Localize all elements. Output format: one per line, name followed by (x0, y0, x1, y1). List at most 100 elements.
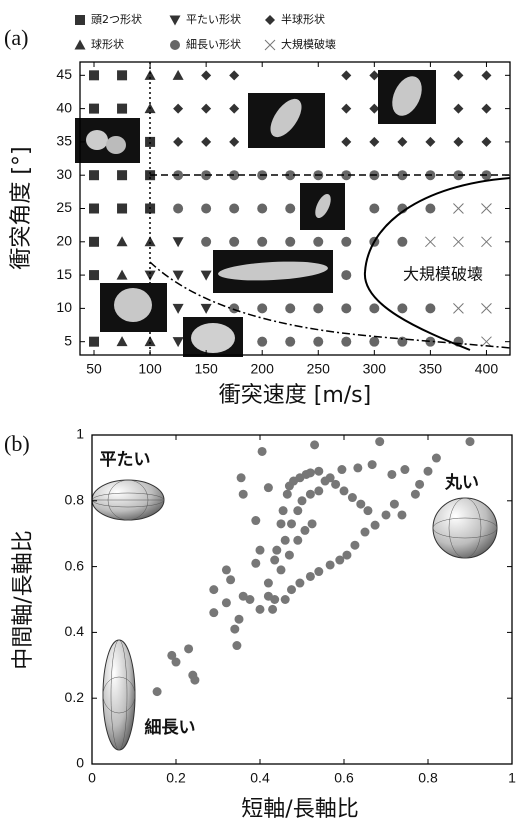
data-point (281, 536, 290, 545)
data-point (257, 237, 267, 247)
data-point (353, 463, 362, 472)
data-point (256, 605, 265, 614)
data-point (287, 585, 296, 594)
data-point (425, 204, 435, 214)
y-tick-label: 30 (56, 166, 72, 182)
data-point (89, 70, 99, 80)
data-point (264, 483, 273, 492)
data-point (201, 237, 211, 247)
data-point (341, 237, 351, 247)
data-point (117, 70, 127, 80)
data-point (390, 500, 399, 509)
data-point (425, 303, 435, 313)
data-point (285, 303, 295, 313)
data-point (251, 516, 260, 525)
x-tick-label: 0.8 (418, 770, 438, 786)
data-point (222, 598, 231, 607)
data-point (184, 644, 193, 653)
data-point (361, 528, 370, 537)
data-point (229, 204, 239, 214)
data-point (466, 437, 475, 446)
data-point (331, 480, 340, 489)
data-point (89, 270, 99, 280)
data-point (415, 480, 424, 489)
y-tick-label: 1 (76, 426, 84, 442)
data-point (314, 467, 323, 476)
legend-label: 半球形状 (281, 12, 325, 26)
data-point (153, 687, 162, 696)
y-tick-label: 0.4 (65, 623, 85, 639)
x-tick-label: 300 (363, 361, 387, 377)
data-point (89, 337, 99, 347)
data-point (287, 519, 296, 528)
data-point (387, 470, 396, 479)
data-point (117, 204, 127, 214)
x-tick-label: 400 (475, 361, 499, 377)
data-point (314, 567, 323, 576)
annotation: 大規模破壊 (403, 265, 483, 284)
figure: (a) 衝突角度 [°] 衝突速度 [m/s] 大規模破壊 (b) 中間軸/長軸… (0, 0, 516, 837)
legend-label: 球形状 (91, 37, 124, 51)
data-point (293, 536, 302, 545)
data-point (341, 337, 351, 347)
data-point (382, 510, 391, 519)
data-point (279, 506, 288, 515)
data-point (264, 592, 273, 601)
data-point (277, 565, 286, 574)
data-point (245, 595, 254, 604)
data-point (348, 493, 357, 502)
data-point (285, 204, 295, 214)
data-point (306, 490, 315, 499)
panel-label: (a) (4, 25, 28, 50)
data-point (313, 303, 323, 313)
round-ellipsoid (433, 498, 497, 558)
data-point (306, 468, 315, 477)
data-point (371, 521, 380, 530)
x-tick-label: 200 (251, 361, 275, 377)
data-point (257, 337, 267, 347)
data-point (397, 510, 406, 519)
y-tick-label: 45 (56, 66, 72, 82)
legend-label: 頭2つ形状 (91, 12, 142, 26)
data-point (341, 270, 351, 280)
data-point (432, 454, 441, 463)
data-point (400, 465, 409, 474)
data-point (258, 447, 267, 456)
annotation: 平たい (100, 450, 151, 470)
data-point (313, 237, 323, 247)
data-point (369, 204, 379, 214)
legend-marker (170, 40, 180, 50)
long-ellipsoid (103, 640, 135, 750)
data-point (321, 477, 330, 486)
data-point (226, 575, 235, 584)
y-tick-label: 40 (56, 99, 72, 115)
legend-label: 細長い形状 (186, 37, 241, 51)
y-tick-label: 35 (56, 133, 72, 149)
y-tick-label: 0 (76, 755, 84, 771)
data-point (190, 676, 199, 685)
data-point (356, 500, 365, 509)
y-tick-label: 0.8 (65, 492, 85, 508)
data-point (369, 303, 379, 313)
data-point (117, 104, 127, 114)
x-tick-label: 350 (419, 361, 443, 377)
data-point (314, 486, 323, 495)
data-point (285, 237, 295, 247)
data-point (397, 303, 407, 313)
data-point (375, 437, 384, 446)
x-axis-label: 短軸/長軸比 (241, 797, 358, 822)
photo-object (114, 288, 152, 322)
data-point (298, 496, 307, 505)
data-point (363, 506, 372, 515)
data-point (285, 551, 294, 560)
data-point (411, 490, 420, 499)
data-point (209, 608, 218, 617)
data-point (340, 486, 349, 495)
data-point (268, 605, 277, 614)
data-point (89, 104, 99, 114)
data-point (308, 519, 317, 528)
data-point (201, 204, 211, 214)
y-tick-label: 15 (56, 266, 72, 282)
x-tick-label: 250 (307, 361, 331, 377)
data-point (341, 303, 351, 313)
